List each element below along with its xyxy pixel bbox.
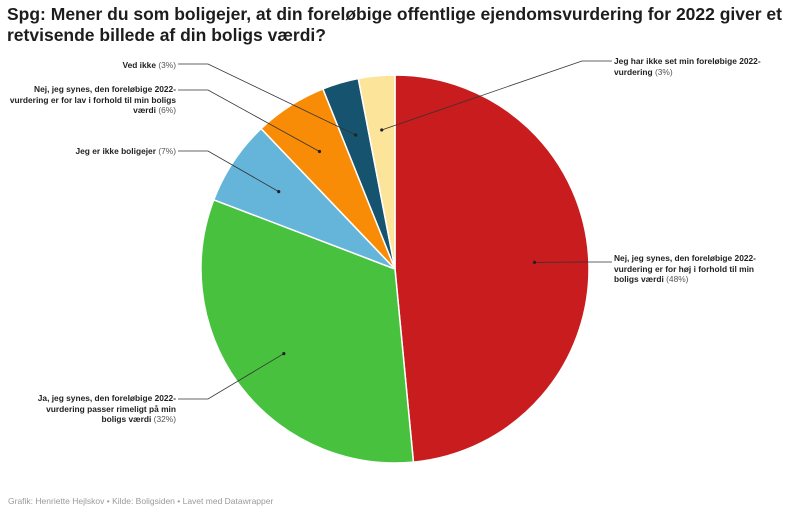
leader-dot-not-owner (277, 190, 281, 194)
slice-label-dont-know: Ved ikke (3%) (122, 60, 176, 70)
slice-label-too-high: Nej, jeg synes, den foreløbige 2022-vurd… (614, 253, 756, 285)
leader-dot-too-low (317, 149, 322, 154)
slice-label-too-low: Nej, jeg synes, den foreløbige 2022-vurd… (9, 84, 176, 116)
slice-label-fair: Ja, jeg synes, den foreløbige 2022-vurde… (37, 393, 176, 425)
chart-title: Spg: Mener du som boligejer, at din fore… (7, 4, 782, 45)
leader-dot-dont-know (354, 133, 358, 137)
pie-slice-not-seen (357, 74, 396, 270)
pie-slice-fair (200, 198, 415, 464)
leader-line-dont-know (178, 63, 356, 136)
footer-credits: Grafik: Henriette Hejlskov • Kilde: Boli… (8, 496, 274, 506)
leader-line-not-owner (178, 150, 279, 192)
leader-line-not-seen (381, 60, 612, 131)
leader-line-fair (178, 353, 285, 400)
leader-dot-not-seen (380, 128, 384, 132)
slice-label-not-seen: Jeg har ikke set min foreløbige 2022-vur… (614, 56, 761, 77)
slice-label-not-owner: Jeg er ikke boligejer (7%) (75, 146, 176, 156)
leader-dot-too-high (532, 260, 537, 264)
leader-line-too-low (178, 89, 320, 152)
leader-dot-fair (282, 351, 286, 356)
pie-slice-too-high (394, 74, 590, 463)
